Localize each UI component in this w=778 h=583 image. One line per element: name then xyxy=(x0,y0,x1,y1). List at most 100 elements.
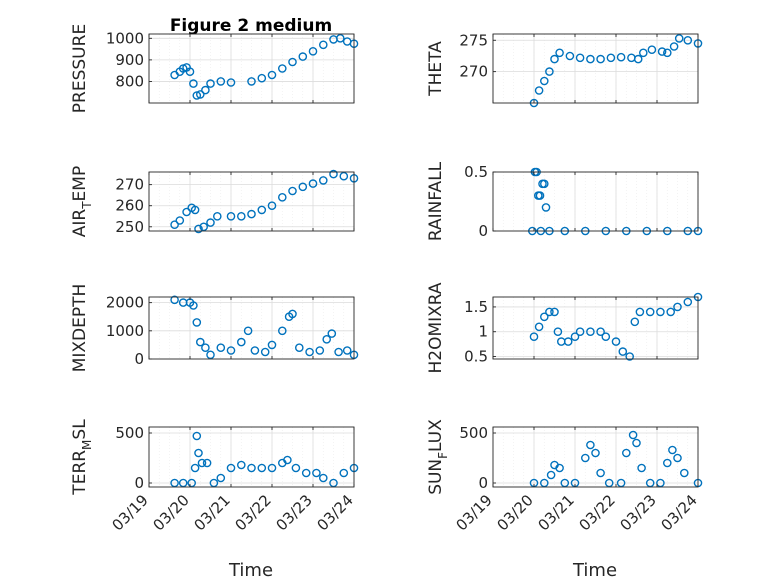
data-point xyxy=(267,70,277,80)
data-point xyxy=(535,191,545,200)
data-point xyxy=(611,337,621,346)
y-tick-label: 0 xyxy=(134,350,144,368)
y-tick-label: 1000 xyxy=(106,29,144,47)
data-point xyxy=(329,169,338,179)
y-tick-label: 250 xyxy=(115,218,144,236)
x-tick-label: 03/24 xyxy=(314,491,357,534)
x-tick-label: 03/24 xyxy=(658,491,701,534)
data-point xyxy=(635,307,645,317)
x-tick-label: 03/23 xyxy=(273,491,316,534)
y-tick-label: 0.5 xyxy=(464,348,488,366)
data-point xyxy=(185,67,195,76)
data-point xyxy=(192,431,202,441)
data-point xyxy=(189,301,198,310)
axes-box xyxy=(492,33,699,104)
data-point xyxy=(170,220,179,229)
data-point xyxy=(545,307,554,317)
data-point xyxy=(668,445,677,455)
x-tick-label: 03/21 xyxy=(535,491,578,534)
data-point xyxy=(570,332,580,342)
plot-area xyxy=(149,172,354,231)
data-point xyxy=(283,455,292,465)
y-tick-label: 500 xyxy=(459,424,488,442)
data-point xyxy=(637,463,646,473)
data-point xyxy=(318,473,328,483)
data-point xyxy=(647,45,657,55)
data-point xyxy=(683,297,693,307)
y-axis-label: TERRMSL xyxy=(70,419,94,496)
data-point xyxy=(586,440,595,450)
x-tick-label: 03/21 xyxy=(191,491,234,534)
axes-box xyxy=(492,171,699,232)
data-point xyxy=(206,79,215,88)
data-point xyxy=(247,463,256,473)
data-point xyxy=(216,77,226,86)
y-axis-label: SUNFLUX xyxy=(426,419,450,495)
y-tick-label: 1 xyxy=(478,323,488,341)
y-tick-label: 800 xyxy=(115,72,144,90)
data-point xyxy=(550,54,559,64)
data-point xyxy=(277,64,287,73)
data-point xyxy=(318,40,328,50)
data-point xyxy=(342,346,352,355)
data-point xyxy=(267,201,277,210)
data-point xyxy=(606,53,616,63)
data-point xyxy=(586,327,595,337)
data-point xyxy=(601,332,611,342)
data-point xyxy=(308,47,318,56)
data-point xyxy=(226,346,236,355)
panel-5: 0 1000 2000 MIXDEPTH xyxy=(70,284,359,372)
y-tick-label: 0.5 xyxy=(464,163,488,181)
axes-box xyxy=(148,296,355,360)
data-point xyxy=(553,327,563,337)
data-point xyxy=(563,337,573,346)
y-tick-label: 0 xyxy=(478,474,488,492)
data-point xyxy=(212,211,222,221)
data-point xyxy=(540,76,549,86)
data-point xyxy=(226,463,236,473)
data-point xyxy=(633,54,643,64)
data-point xyxy=(301,468,311,478)
data-point xyxy=(534,86,544,95)
data-point xyxy=(555,463,564,473)
data-point xyxy=(630,317,640,327)
data-point xyxy=(294,343,304,353)
data-point xyxy=(199,222,208,232)
data-point xyxy=(247,77,256,86)
data-point xyxy=(288,309,297,319)
axes-box xyxy=(492,426,699,488)
data-point xyxy=(616,52,626,62)
panel-7: 0 500 TERRMSL 03/1903/2003/2103/2203/2303/2… xyxy=(70,419,359,534)
data-point xyxy=(257,205,267,215)
panel-4: 0 0.5 RAINFALL xyxy=(426,161,703,241)
data-point xyxy=(628,430,638,440)
data-point xyxy=(277,192,287,202)
data-point xyxy=(683,36,693,45)
data-point xyxy=(192,318,202,327)
data-point xyxy=(680,468,689,478)
data-point xyxy=(529,332,539,342)
data-point xyxy=(236,211,246,221)
y-tick-label: 260 xyxy=(115,197,144,215)
data-point xyxy=(657,47,667,56)
y-axis-label: PRESSURE xyxy=(70,24,90,113)
y-tick-label: 270 xyxy=(115,176,144,194)
data-point xyxy=(327,329,337,338)
data-point xyxy=(170,295,179,305)
data-point xyxy=(202,458,212,468)
data-point xyxy=(674,34,684,43)
data-point xyxy=(192,91,202,100)
data-point xyxy=(195,337,205,347)
panel-1: 800 900 1000 PRESSURE xyxy=(70,24,359,113)
x-tick-label: 03/22 xyxy=(232,491,275,534)
y-tick-label: 0 xyxy=(134,474,144,492)
data-point xyxy=(236,337,246,347)
data-point xyxy=(206,218,215,227)
axes-box xyxy=(148,33,355,104)
data-point xyxy=(534,322,544,332)
data-point xyxy=(545,67,554,76)
data-point xyxy=(339,468,349,478)
data-point xyxy=(257,73,267,83)
y-tick-label: 2000 xyxy=(106,294,144,312)
